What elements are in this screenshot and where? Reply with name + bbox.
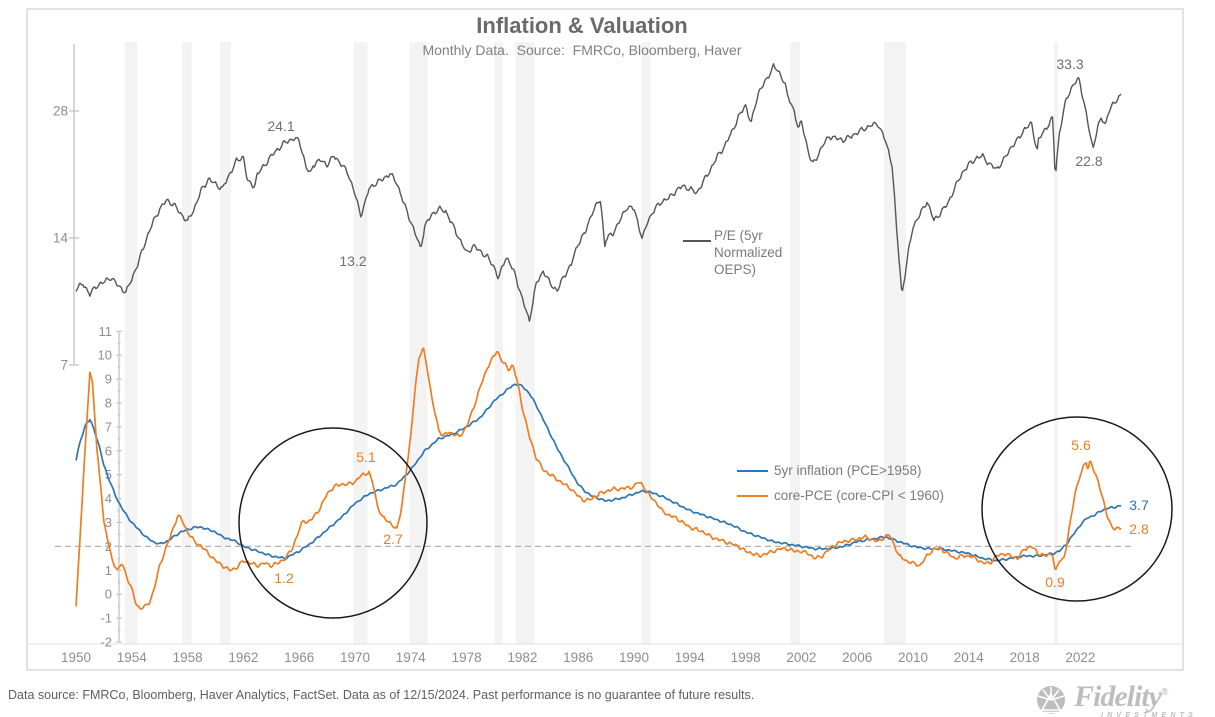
pe-axis-label: 14: [53, 231, 69, 246]
x-axis-year-label: 1982: [507, 650, 537, 665]
disclaimer-text: Data source: FMRCo, Bloomberg, Haver Ana…: [8, 688, 755, 702]
inflation-axis-label: 6: [105, 443, 112, 458]
recession-band: [1053, 42, 1059, 644]
pe-axis-label: 7: [60, 358, 68, 373]
inflation-axis-label: 7: [105, 419, 112, 434]
x-axis-year-label: 1994: [675, 650, 706, 665]
x-axis-year-label: 1978: [452, 650, 482, 665]
inflation-axis-label: 3: [105, 515, 112, 530]
legend-pe: P/E (5yr Normalized OEPS): [683, 227, 815, 278]
x-axis-year-label: 1962: [228, 650, 258, 665]
recession-band: [124, 42, 138, 644]
annotation-label: 33.3: [1056, 56, 1083, 72]
legend-item-5yr-inflation: 5yr inflation (PCE>1958): [737, 462, 944, 479]
inflation-axis-label: 9: [105, 372, 112, 387]
x-axis-year-label: 2014: [954, 650, 985, 665]
x-axis-year-label: 2006: [842, 650, 872, 665]
pe-axis-label: 28: [53, 104, 68, 119]
fidelity-investments-label: INVESTMENTS: [1101, 712, 1197, 717]
annotation-label: 5.6: [1071, 437, 1091, 453]
core-pce-series-line: [75, 347, 1122, 611]
recession-band: [409, 42, 428, 644]
highlight-circle: [238, 427, 428, 619]
chart-subtitle: Monthly Data. Source: FMRCo, Bloomberg, …: [422, 42, 742, 58]
inflation-axis-label: 5: [105, 467, 112, 482]
pe-line-swatch: [683, 240, 711, 242]
x-axis-year-label: 1966: [284, 650, 314, 665]
inflation-line-swatch: [737, 469, 768, 472]
x-axis-year-label: 1998: [731, 650, 761, 665]
inflation-axis-label: 10: [98, 348, 112, 363]
chart-title: Inflation & Valuation: [476, 13, 688, 38]
x-axis-year-label: 1986: [563, 650, 593, 665]
x-axis-year-label: 1950: [61, 650, 91, 665]
annotation-label: 1.2: [274, 570, 294, 586]
annotation-label: 3.7: [1129, 497, 1149, 513]
highlight-circle: [981, 416, 1173, 602]
fidelity-pyramid-icon: [1037, 686, 1065, 714]
fidelity-wordmark: Fidelity®: [1074, 680, 1169, 713]
annotation-label: 2.8: [1129, 521, 1149, 537]
annotation-label: 0.9: [1045, 574, 1065, 590]
x-axis-year-label: 2002: [786, 650, 816, 665]
recession-band: [883, 42, 906, 644]
x-axis-year-label: 2018: [1010, 650, 1040, 665]
annotation-label: 22.8: [1075, 153, 1102, 169]
recession-band: [353, 42, 368, 644]
x-axis-year-label: 1954: [117, 650, 148, 665]
pe-series-line: [75, 63, 1122, 322]
core-pce-line-swatch: [737, 494, 768, 497]
inflation-axis-label: 4: [105, 491, 112, 506]
inflation-axis-label: 8: [105, 396, 112, 411]
chart-frame: [26, 8, 1184, 671]
recession-band: [515, 42, 535, 644]
x-axis-year-label: 2022: [1065, 650, 1095, 665]
annotation-label: 5.1: [356, 449, 376, 465]
recession-band: [182, 42, 192, 644]
recession-band: [641, 42, 651, 644]
x-axis-year-label: 1958: [173, 650, 203, 665]
inflation-axis-label: -2: [100, 635, 112, 650]
inflation-axis-label: -1: [100, 611, 112, 626]
fidelity-logo: Fidelity® INVESTMENTS: [1030, 679, 1212, 717]
legend-core-pce-label: core-PCE (core-CPI < 1960): [774, 488, 944, 503]
x-axis-year-label: 1974: [396, 650, 427, 665]
inflation-series-line: [75, 383, 1122, 562]
legend-pe-label: P/E (5yr Normalized OEPS): [714, 228, 783, 277]
recession-band: [790, 42, 800, 644]
legend-item-core-pce: core-PCE (core-CPI < 1960): [737, 487, 944, 504]
annotation-label: 2.7: [383, 531, 403, 547]
x-axis-year-label: 1990: [619, 650, 649, 665]
x-axis-year-label: 1970: [340, 650, 370, 665]
legend-inflation: 5yr inflation (PCE>1958) core-PCE (core-…: [737, 462, 944, 504]
legend-inflation-label: 5yr inflation (PCE>1958): [774, 463, 922, 478]
inflation-axis-label: 1: [105, 563, 112, 578]
annotation-label: 24.1: [267, 118, 294, 134]
recession-band: [219, 42, 231, 644]
recession-band: [494, 42, 503, 644]
x-axis-year-label: 2010: [898, 650, 928, 665]
inflation-axis-label: 11: [99, 324, 113, 339]
annotation-label: 13.2: [339, 253, 366, 269]
inflation-axis-label: 0: [105, 587, 112, 602]
